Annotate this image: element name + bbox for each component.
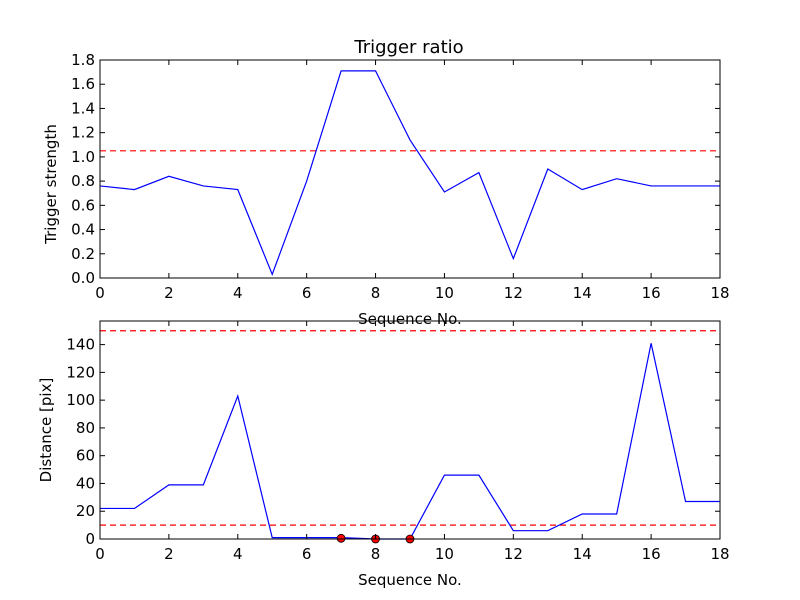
- y-tick-label: 0.2: [71, 245, 95, 263]
- x-tick-label: 12: [504, 284, 523, 302]
- x-axis-label: Sequence No.: [358, 571, 462, 589]
- y-tick-label: 80: [76, 419, 95, 437]
- plot-frame: [99, 59, 721, 279]
- y-tick-label: 1.4: [71, 99, 95, 117]
- x-tick-label: 12: [504, 545, 523, 563]
- x-tick-label: 2: [164, 545, 174, 563]
- x-tick-label: 16: [642, 545, 661, 563]
- chart-title: Trigger ratio: [353, 37, 463, 58]
- x-tick-label: 10: [435, 545, 454, 563]
- plot-frame: [99, 320, 721, 540]
- y-tick-label: 140: [66, 336, 95, 354]
- chart-distance: Sequence No. Distance [pix] 0 2 4 6 8 10 12 14 1…: [37, 320, 730, 589]
- y-axis-label: Distance [pix]: [37, 378, 55, 483]
- x-tick-label: 8: [371, 284, 381, 302]
- y-tick-label: 40: [76, 474, 95, 492]
- x-tick-label: 14: [573, 284, 592, 302]
- y-tick-label: 0.6: [71, 196, 95, 214]
- data-point-marker: [336, 533, 346, 543]
- y-tick-label: 60: [76, 447, 95, 465]
- x-tick-label: 8: [371, 545, 381, 563]
- y-tick-label: 0: [85, 530, 95, 548]
- x-tick-label: 6: [302, 284, 312, 302]
- x-axis-label: Sequence No.: [358, 310, 462, 328]
- x-tick-label: 10: [435, 284, 454, 302]
- x-tick-label: 16: [642, 284, 661, 302]
- x-tick-label: 2: [164, 284, 174, 302]
- y-tick-label: 0.4: [71, 221, 95, 239]
- x-tick-label: 4: [233, 545, 243, 563]
- series-line: [99, 70, 720, 277]
- x-tick-label: 18: [710, 545, 729, 563]
- y-tick-label: 0.0: [71, 269, 95, 287]
- y-tick-label: 1.6: [71, 75, 95, 93]
- y-tick-label: 100: [66, 391, 95, 409]
- y-tick-label: 1.2: [71, 124, 95, 142]
- y-tick-label: 120: [66, 363, 95, 381]
- series-line: [100, 343, 720, 540]
- y-tick-label: 20: [76, 502, 95, 520]
- y-tick-label: 1.8: [71, 51, 95, 69]
- x-tick-label: 4: [233, 284, 243, 302]
- x-tick-label: 0: [95, 545, 105, 563]
- x-tick-label: 0: [95, 284, 105, 302]
- y-tick-label: 0.8: [71, 172, 95, 190]
- y-tick-label: 1.0: [71, 148, 95, 166]
- x-tick-label: 6: [302, 545, 312, 563]
- x-tick-label: 14: [573, 545, 592, 563]
- chart-trigger-ratio: Trigger ratio Sequence No. Trigger stren…: [42, 37, 730, 328]
- x-tick-label: 18: [710, 284, 729, 302]
- y-axis-label: Trigger strength: [42, 124, 60, 245]
